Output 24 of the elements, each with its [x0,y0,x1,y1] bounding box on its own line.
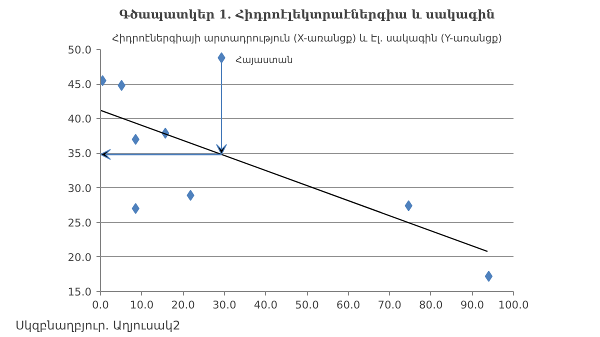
y-tick-label: 40.0 [68,112,92,126]
y-tick-label: 25.0 [68,216,92,230]
text: Սկզբնաղբյուր. Աղյուսակ2 [16,318,180,332]
x-tick-label: 70.0 [378,298,402,312]
x-tick-label: 40.0 [254,298,278,312]
x-tick-label: 90.0 [460,298,484,312]
y-tick-label: 50.0 [68,44,92,56]
y-tick-label: 15.0 [68,286,92,298]
x-tick-label: 50.0 [295,298,320,312]
chart-title: Գծապատկեր 1. Հիդրոէլեկտրաէներգիա և սակագին [119,8,496,22]
point [484,270,493,282]
y-tick-label: 30.0 [68,182,92,195]
y-tick-label: 35.0 [68,147,92,160]
chart-subtitle: Հիդրոէներգիայի արտադրություն (X-առանցք) և Էլ. սակագին (Y-առանցք) [112,34,502,44]
y-tick-label: 20.0 [68,250,92,264]
y-tick-label: 45.0 [68,78,92,92]
x-tick-label: 0.0 [92,298,110,312]
x-tick-label: 80.0 [419,298,443,312]
x-tick-label: 10.0 [130,298,154,312]
x-tick-label: 60.0 [336,298,360,312]
x-tick-label: 30.0 [212,298,236,312]
x-tick-label: 100.0 [498,298,529,312]
x-tick-label: 20.0 [171,298,196,312]
annotation: Հայաստան [236,54,293,66]
